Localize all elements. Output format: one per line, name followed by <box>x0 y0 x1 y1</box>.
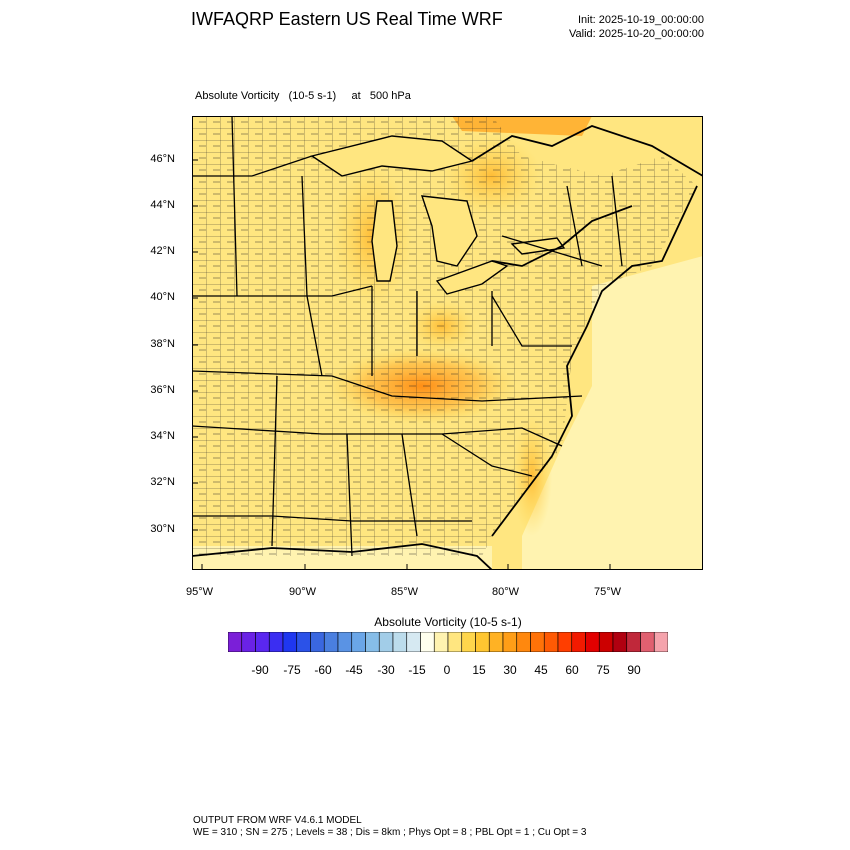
colorbar-swatch <box>392 632 408 652</box>
colorbar-title: Absolute Vorticity (10-5 s-1) <box>374 615 522 629</box>
state-boundaries <box>192 116 623 557</box>
vorticity-map <box>192 116 703 570</box>
colorbar-tick-label: -75 <box>283 663 301 677</box>
colorbar-swatch <box>323 632 339 652</box>
time-info: Init: 2025-10-19_00:00:00 Valid: 2025-10… <box>569 13 704 41</box>
colorbar-swatch <box>351 632 366 652</box>
colorbar-swatch <box>255 632 270 652</box>
colorbar-swatch <box>296 632 311 652</box>
colorbar-tick-label: -60 <box>314 663 332 677</box>
coastline <box>192 125 703 570</box>
lake-ontario <box>510 237 566 255</box>
atlantic-low-vorticity <box>522 256 703 570</box>
latitude-label: 38°N <box>150 338 175 350</box>
footer-model-line: OUTPUT FROM WRF V4.6.1 MODEL <box>193 815 362 826</box>
latitude-label: 46°N <box>150 153 175 165</box>
lake-huron <box>420 195 478 267</box>
colorbar-swatch <box>585 632 600 652</box>
colorbar-tick-label: -45 <box>345 663 363 677</box>
colorbar-tick-label: 45 <box>534 663 548 677</box>
latitude-label: 34°N <box>150 430 175 442</box>
county-lines <box>192 116 697 556</box>
colorbar-swatch <box>433 632 449 652</box>
colorbar-tick-label: 90 <box>627 663 641 677</box>
colorbar-swatch <box>653 632 668 652</box>
colorbar-tick-label: 0 <box>443 663 451 677</box>
latitude-label: 42°N <box>150 245 175 257</box>
latitude-label: 30°N <box>150 523 175 535</box>
colorbar-swatch <box>378 632 394 652</box>
footer-config-line: WE = 310 ; SN = 275 ; Levels = 38 ; Dis … <box>193 827 587 838</box>
colorbar-swatch <box>571 632 586 652</box>
axis-ticks <box>192 159 611 570</box>
colorbar-swatch <box>461 632 476 652</box>
colorbar-swatch <box>557 632 573 652</box>
field-label: Absolute Vorticity (10-5 s-1) at 500 hPa <box>195 90 411 102</box>
longitude-label: 90°W <box>289 586 317 598</box>
init-time: Init: 2025-10-19_00:00:00 <box>578 14 704 26</box>
colorbar-tick-label: 15 <box>472 663 486 677</box>
plot-title: IWFAQRP Eastern US Real Time WRF <box>191 9 503 29</box>
colorbar-swatch <box>406 632 421 652</box>
colorbar-swatch <box>626 632 641 652</box>
colorbar-swatch <box>612 632 628 652</box>
model-footer: OUTPUT FROM WRF V4.6.1 MODEL WE = 310 ; … <box>193 815 586 839</box>
longitude-label: 95°W <box>186 586 214 598</box>
valid-time: Valid: 2025-10-20_00:00:00 <box>569 28 704 40</box>
colorbar-swatch <box>530 632 545 652</box>
colorbar-swatch <box>365 632 380 652</box>
lake-superior <box>310 135 474 177</box>
colorbar-swatch <box>640 632 655 652</box>
colorbar-swatch <box>241 632 256 652</box>
colorbar-swatch <box>268 632 284 652</box>
colorbar-swatch <box>502 632 518 652</box>
colorbar-tick-label: 75 <box>596 663 610 677</box>
colorbar-swatch <box>543 632 559 652</box>
colorbar-swatch <box>516 632 531 652</box>
colorbar-tick-label: -90 <box>251 663 269 677</box>
colorbar-tick-label: -15 <box>408 663 426 677</box>
colorbar-swatch <box>420 632 435 652</box>
latitude-label: 44°N <box>150 199 175 211</box>
colorbar-swatch <box>447 632 463 652</box>
lake-erie <box>435 260 509 295</box>
colorbar-swatch <box>488 632 504 652</box>
colorbar-swatch <box>337 632 353 652</box>
colorbar-swatch <box>598 632 614 652</box>
colorbar-swatch <box>310 632 325 652</box>
latitude-label: 40°N <box>150 291 175 303</box>
colorbar-swatch <box>228 632 243 652</box>
colorbar-swatch <box>282 632 298 652</box>
lake-michigan <box>371 200 398 282</box>
colorbar-tick-label: 60 <box>565 663 579 677</box>
colorbar-tick-label: -30 <box>377 663 395 677</box>
longitude-label: 80°W <box>492 586 520 598</box>
colorbar-tick-label: 30 <box>503 663 517 677</box>
latitude-label: 32°N <box>150 476 175 488</box>
latitude-label: 36°N <box>150 384 175 396</box>
map-frame <box>192 116 703 570</box>
longitude-label: 85°W <box>391 586 419 598</box>
longitude-label: 75°W <box>594 586 622 598</box>
colorbar <box>228 632 668 652</box>
colorbar-swatch <box>475 632 490 652</box>
